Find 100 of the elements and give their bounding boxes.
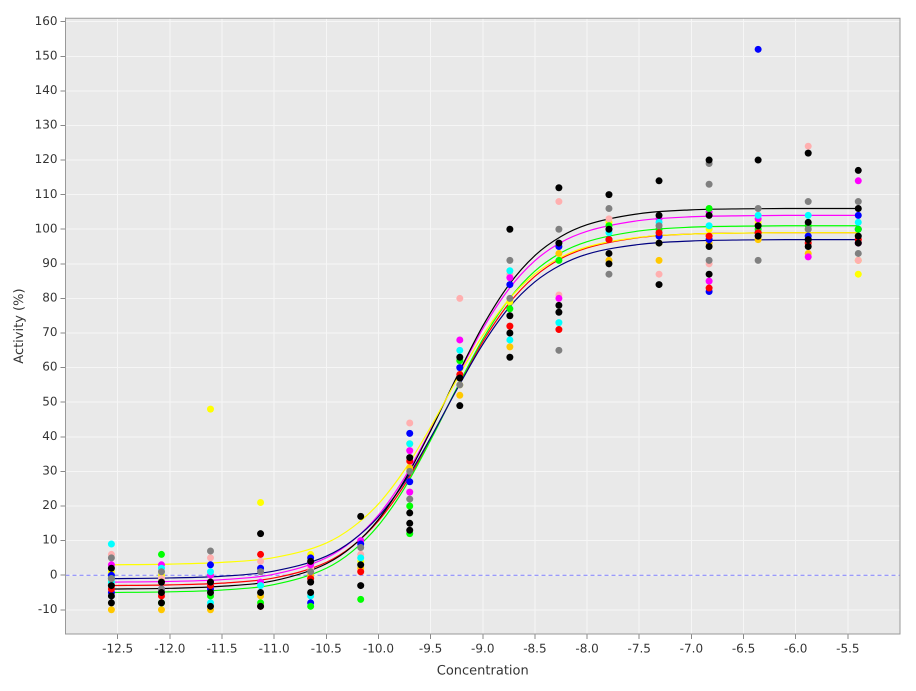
point: [506, 322, 514, 330]
point: [506, 343, 514, 350]
x-tick-label: -7.5: [628, 641, 651, 656]
point: [605, 191, 612, 198]
point: [506, 354, 514, 361]
y-tick-label: 80: [42, 290, 58, 305]
point: [656, 256, 663, 264]
point: [406, 526, 414, 534]
point: [456, 336, 464, 344]
point: [257, 550, 264, 558]
point: [804, 198, 812, 206]
y-tick-label: 100: [34, 221, 58, 236]
point: [656, 212, 663, 219]
point: [108, 606, 115, 614]
point: [506, 281, 514, 288]
point: [207, 406, 214, 413]
point: [357, 561, 364, 568]
point: [706, 204, 713, 212]
point: [108, 564, 115, 572]
point: [656, 229, 663, 236]
point: [754, 256, 762, 264]
point: [754, 204, 762, 212]
point: [158, 588, 165, 596]
y-tick-label: 10: [42, 532, 58, 547]
point: [207, 568, 214, 576]
point: [158, 550, 165, 558]
point: [257, 582, 264, 590]
point: [456, 354, 464, 361]
point: [158, 568, 165, 576]
point: [108, 599, 115, 606]
point: [656, 177, 663, 184]
y-tick-label: 130: [34, 118, 58, 132]
x-tick-label: -12.5: [102, 641, 134, 656]
y-tick-label: 0: [50, 567, 58, 582]
point: [754, 222, 762, 230]
point: [207, 602, 214, 610]
x-tick-label: -6.5: [732, 641, 756, 656]
point: [754, 46, 762, 53]
y-tick-label: 150: [34, 48, 58, 62]
x-axis-title: Concentration: [436, 664, 529, 679]
point: [555, 319, 562, 326]
point: [257, 568, 264, 576]
point: [406, 447, 414, 454]
point: [555, 346, 562, 354]
point: [605, 270, 612, 278]
point: [207, 561, 214, 568]
point: [506, 330, 514, 337]
point: [158, 578, 165, 586]
point: [854, 232, 862, 240]
point: [406, 419, 414, 426]
point: [506, 256, 514, 264]
point: [804, 212, 812, 219]
y-tick-label: 50: [42, 394, 58, 408]
x-tick-label: -8.0: [575, 641, 599, 656]
point: [357, 582, 364, 590]
point: [506, 267, 514, 274]
point: [555, 326, 562, 334]
point: [307, 588, 314, 596]
point: [406, 454, 414, 462]
point: [555, 250, 562, 257]
point: [854, 212, 862, 219]
point: [307, 568, 314, 576]
point: [656, 222, 663, 230]
point: [108, 554, 115, 562]
point: [257, 588, 264, 596]
y-tick-label: 40: [42, 428, 58, 443]
point: [357, 596, 364, 603]
point: [555, 184, 562, 192]
point: [706, 284, 713, 292]
point: [307, 558, 314, 565]
point: [854, 204, 862, 212]
point: [706, 278, 713, 285]
point: [406, 430, 414, 437]
point: [804, 150, 812, 157]
point: [506, 294, 514, 302]
point: [706, 243, 713, 250]
point: [506, 274, 514, 282]
point: [804, 243, 812, 250]
point: [456, 294, 464, 302]
y-tick-label: 140: [34, 82, 58, 97]
point: [506, 305, 514, 312]
y-tick-label: 160: [34, 14, 58, 28]
x-tick-label: -10.0: [362, 641, 394, 656]
y-tick-label: 90: [42, 256, 58, 270]
point: [706, 232, 713, 240]
point: [605, 260, 612, 268]
point: [854, 198, 862, 206]
point: [456, 402, 464, 410]
point: [706, 156, 713, 164]
point: [456, 374, 464, 382]
point: [605, 250, 612, 257]
point: [406, 496, 414, 503]
y-tick-label: 110: [34, 186, 58, 201]
point: [605, 215, 612, 222]
point: [754, 232, 762, 240]
point: [108, 540, 115, 548]
point: [804, 142, 812, 150]
y-axis-title: Activity (%): [12, 288, 28, 364]
point: [706, 212, 713, 219]
point: [804, 218, 812, 226]
